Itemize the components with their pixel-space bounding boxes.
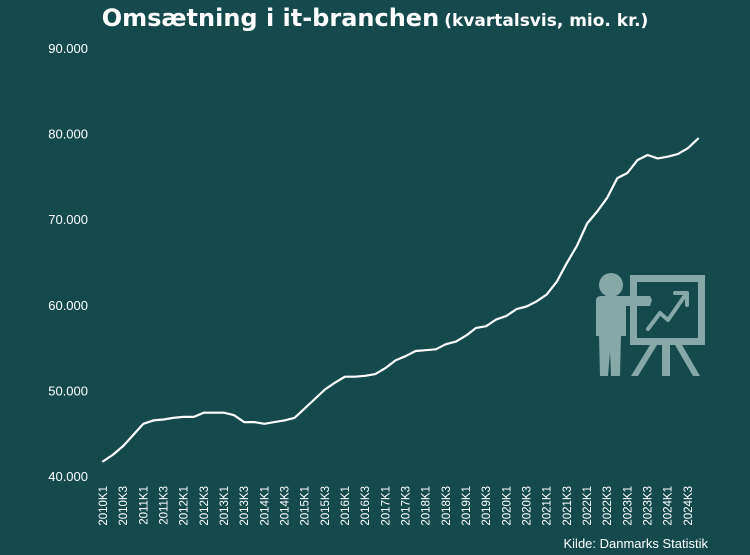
x-tick-label: 2011K1: [138, 486, 150, 525]
x-tick-label: 2018K3: [441, 486, 453, 526]
x-tick-label: 2014K3: [280, 486, 292, 526]
x-tick-label: 2013K1: [219, 486, 231, 526]
y-tick-label: 80.000: [48, 127, 88, 142]
x-tick-label: 2023K3: [643, 486, 655, 526]
y-axis-ticks: 40.000 50.000 60.000 70.000 80.000 90.000: [48, 41, 88, 484]
x-tick-label: 2019K3: [481, 486, 493, 526]
chart-title: Omsætning i it-branchen (kvartalsvis, mi…: [0, 4, 750, 32]
x-tick-label: 2022K1: [582, 486, 594, 526]
y-tick-label: 70.000: [48, 212, 88, 227]
x-tick-label: 2020K1: [501, 486, 513, 526]
x-tick-label: 2022K3: [602, 486, 614, 526]
x-tick-label: 2016K1: [340, 486, 352, 526]
x-tick-label: 2016K3: [360, 486, 372, 526]
x-tick-label: 2015K1: [300, 486, 312, 526]
x-axis-ticks: 2010K1 2010K3 2011K1 2011K3 2012K1 2012K3 2013…: [98, 486, 695, 526]
trend-arrow-icon: [646, 291, 689, 331]
y-tick-label: 60.000: [48, 298, 88, 313]
x-tick-label: 2020K3: [522, 486, 534, 526]
x-tick-label: 2010K1: [98, 486, 110, 526]
revenue-series-line: [101, 137, 700, 463]
chart-title-main: Omsætning i it-branchen: [101, 4, 440, 32]
x-tick-label: 2014K1: [259, 486, 271, 526]
x-tick-label: 2012K3: [199, 486, 211, 526]
x-tick-label: 2017K1: [380, 486, 392, 526]
chart-subtitle: (kvartalsvis, mio. kr.): [444, 11, 649, 31]
x-tick-label: 2018K1: [421, 486, 433, 526]
x-tick-label: 2011K3: [159, 486, 171, 525]
x-tick-label: 2024K3: [683, 486, 695, 526]
x-tick-label: 2017K3: [401, 486, 413, 526]
x-tick-label: 2023K1: [622, 486, 634, 526]
x-tick-label: 2024K1: [663, 486, 675, 526]
x-tick-label: 2015K3: [320, 486, 332, 526]
source-note: Kilde: Danmarks Statistik: [563, 536, 709, 551]
y-tick-label: 40.000: [48, 469, 88, 484]
x-tick-label: 2010K3: [118, 486, 130, 526]
y-tick-label: 90.000: [48, 41, 88, 56]
x-tick-label: 2012K1: [179, 486, 191, 526]
x-tick-label: 2021K1: [542, 486, 554, 526]
y-tick-label: 50.000: [48, 383, 88, 398]
x-tick-label: 2019K1: [461, 486, 473, 526]
presentation-growth-icon: [596, 273, 705, 376]
x-tick-label: 2013K3: [239, 486, 251, 526]
x-tick-label: 2021K3: [562, 486, 574, 526]
